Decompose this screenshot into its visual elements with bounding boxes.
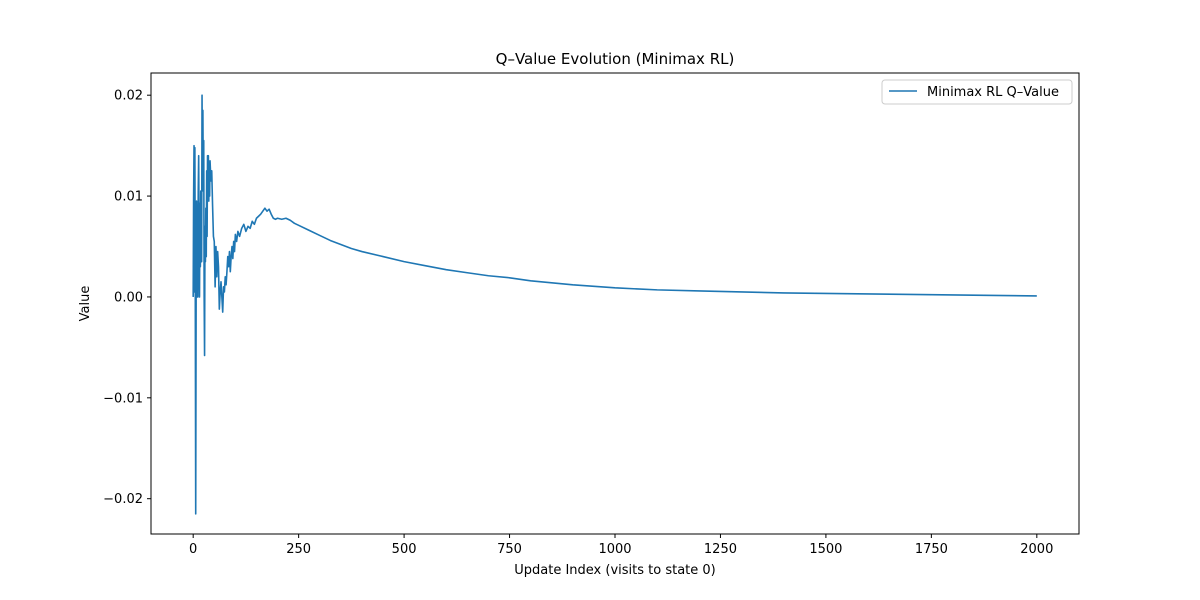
- y-tick-label: 0.00: [114, 290, 143, 305]
- x-tick-label: 250: [286, 542, 311, 557]
- y-axis-ticks: −0.02 −0.01 0.00 0.01 0.02: [103, 89, 151, 507]
- x-tick-label: 500: [392, 542, 417, 557]
- series-line-minimax-rl-q-value: [192, 94, 1037, 515]
- x-axis-ticks: 0 250 500 750 1000 1250 1500 1750 2000: [189, 534, 1053, 557]
- y-axis-label: Value: [78, 286, 93, 322]
- x-tick-label: 1000: [598, 542, 631, 557]
- legend: Minimax RL Q–Value: [881, 79, 1073, 105]
- y-tick-label: −0.02: [103, 492, 143, 507]
- x-tick-label: 750: [497, 542, 522, 557]
- legend-label: Minimax RL Q–Value: [927, 85, 1059, 100]
- chart-title: Q–Value Evolution (Minimax RL): [496, 50, 735, 68]
- x-axis-label: Update Index (visits to state 0): [514, 563, 716, 578]
- x-tick-label: 2000: [1020, 542, 1053, 557]
- x-tick-label: 1500: [809, 542, 842, 557]
- x-tick-label: 1750: [915, 542, 948, 557]
- legend-box: [881, 79, 1073, 105]
- y-tick-label: −0.01: [103, 391, 143, 406]
- x-tick-label: 0: [189, 542, 197, 557]
- y-tick-label: 0.01: [114, 190, 143, 205]
- x-tick-label: 1250: [704, 542, 737, 557]
- y-tick-label: 0.02: [114, 89, 143, 104]
